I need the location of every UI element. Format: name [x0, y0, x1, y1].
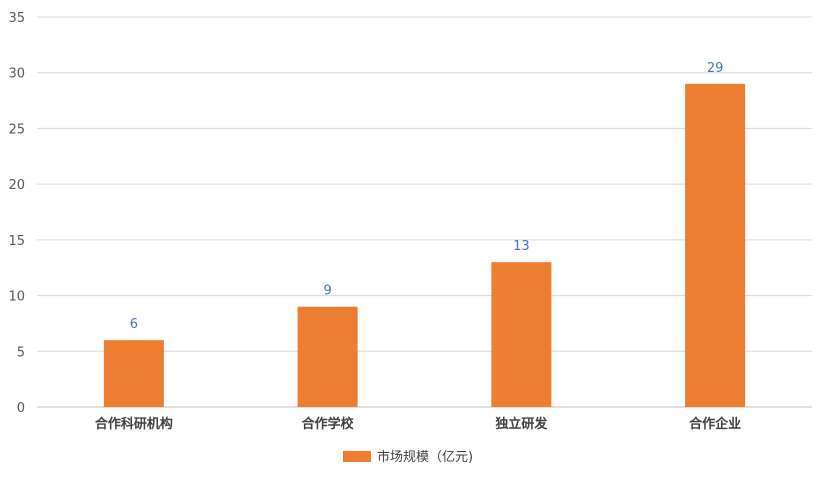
bar — [685, 83, 746, 407]
legend-swatch — [343, 451, 371, 462]
bar — [297, 306, 358, 407]
data-label: 9 — [323, 284, 331, 299]
bar — [103, 340, 164, 407]
data-label: 29 — [707, 61, 724, 76]
y-tick-label: 0 — [17, 401, 25, 416]
y-tick-label: 30 — [8, 67, 25, 82]
bar — [491, 262, 552, 407]
y-tick-label: 15 — [8, 234, 25, 249]
x-tick-label: 合作企业 — [689, 416, 741, 432]
y-tick-label: 25 — [8, 122, 25, 137]
y-tick-label: 35 — [8, 11, 25, 26]
gridlines — [37, 16, 812, 408]
y-tick-label: 5 — [17, 345, 25, 360]
x-tick-label: 合作科研机构 — [95, 416, 173, 432]
legend: 市场规模（亿元) — [343, 449, 473, 465]
x-axis-ticks: 合作科研机构 合作学校 独立研发 合作企业 — [95, 416, 741, 432]
y-tick-label: 20 — [8, 178, 25, 193]
x-tick-label: 独立研发 — [495, 416, 548, 432]
y-axis-ticks: 0 5 10 15 20 25 30 35 — [8, 11, 25, 416]
bars — [103, 83, 746, 407]
data-labels: 6 9 13 29 — [130, 61, 724, 332]
x-tick-label: 合作学校 — [302, 416, 355, 432]
legend-label: 市场规模（亿元) — [377, 449, 473, 465]
data-label: 6 — [130, 317, 138, 332]
data-label: 13 — [513, 239, 530, 254]
y-tick-label: 10 — [8, 290, 25, 305]
